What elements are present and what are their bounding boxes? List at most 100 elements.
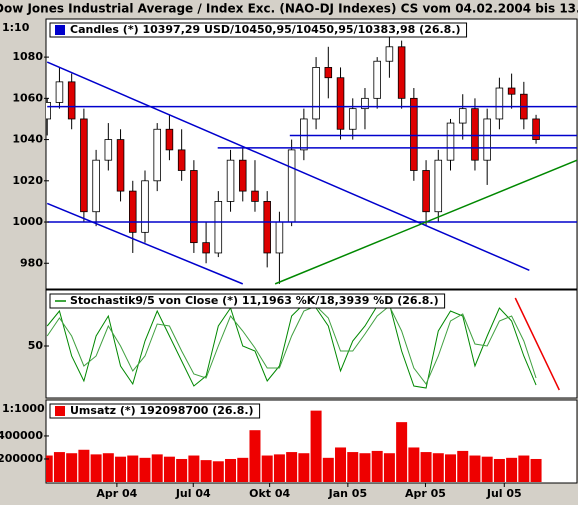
candle-body — [361, 97, 369, 110]
y-tick-label: 1000 — [12, 215, 43, 228]
scale-label: 1:1000 — [2, 402, 45, 415]
candle-body — [434, 159, 443, 213]
candle-body — [373, 60, 381, 99]
volume-bar — [200, 460, 212, 482]
y-tick-label: 1040 — [12, 133, 43, 146]
candle-body — [116, 139, 125, 192]
candle-body — [238, 159, 247, 192]
candle-body — [165, 128, 174, 151]
x-tick-label: Apr 04 — [96, 487, 137, 500]
candle-body — [348, 108, 357, 130]
candle-body — [385, 46, 394, 62]
y-tick-label: 1020 — [12, 174, 43, 187]
volume-bar — [139, 457, 151, 482]
y-tick-label: 400000 — [0, 429, 43, 442]
volume-bar — [46, 455, 53, 482]
candle-body — [495, 87, 504, 120]
scale-label: 1:10 — [2, 21, 30, 34]
legend-box — [49, 22, 468, 38]
volume-bar — [298, 453, 310, 482]
volume-bar — [383, 453, 395, 482]
candle-body — [55, 81, 64, 103]
plot-area — [46, 410, 542, 482]
volume-bar — [359, 453, 371, 482]
candle-body — [251, 190, 259, 202]
volume-bar — [322, 457, 334, 482]
volume-bar — [163, 456, 175, 482]
candle-body — [422, 170, 430, 213]
legend-box — [49, 293, 446, 309]
stochastic-line — [46, 305, 537, 385]
volume-bar — [53, 452, 65, 482]
volume-bar — [408, 447, 420, 482]
volume-bar — [78, 449, 90, 482]
candle-body — [458, 108, 467, 124]
volume-bar — [457, 450, 469, 482]
trend-line — [274, 159, 577, 285]
candle-body — [141, 180, 149, 233]
legend-swatch — [55, 25, 65, 35]
candle-body — [80, 118, 88, 213]
candle-body — [177, 149, 186, 171]
x-tick-label: Apr 05 — [405, 487, 446, 500]
volume-bar — [66, 453, 78, 482]
x-tick-label: Jan 05 — [328, 487, 367, 500]
candle-body — [300, 118, 308, 151]
y-tick-label: 1060 — [12, 91, 43, 104]
y-tick-label: 1080 — [12, 50, 43, 63]
legend-box — [49, 403, 261, 419]
volume-bar — [225, 458, 237, 482]
trend-line — [514, 297, 560, 391]
candle-body — [287, 149, 296, 223]
x-tick-label: Okt 04 — [249, 487, 290, 500]
volume-bar — [102, 453, 114, 482]
volume-bar — [445, 454, 457, 482]
chart-title: Dow Jones Industrial Average / Index Exc… — [0, 2, 578, 16]
candle-body — [190, 170, 198, 244]
volume-bar — [212, 461, 224, 482]
volume-bar — [188, 455, 200, 482]
candle-body — [275, 221, 284, 254]
plot-area — [46, 32, 577, 285]
candle-body — [129, 190, 137, 233]
volume-bar — [127, 455, 139, 482]
candle-body — [92, 159, 100, 213]
candle-body — [324, 67, 333, 79]
candle-body — [214, 201, 223, 254]
candle-body — [410, 97, 418, 171]
volume-bar — [237, 457, 249, 482]
legend-label: Candles (*) 10397,29 USD/10450,95/10450,… — [70, 23, 461, 36]
volume-bar — [493, 458, 505, 482]
volume-bar — [335, 447, 347, 482]
volume-bar — [481, 456, 493, 482]
stochastic-line — [46, 303, 537, 389]
volume-bar — [90, 454, 102, 482]
legend-label: Umsatz (*) 192098700 (26.8.) — [70, 404, 254, 417]
x-tick-label: Jul 04 — [175, 487, 211, 500]
volume-bar — [249, 430, 261, 482]
trend-line — [46, 202, 244, 285]
volume-bar — [273, 454, 285, 482]
candle-body — [532, 118, 540, 140]
candle-body — [202, 242, 210, 254]
y-tick-label: 980 — [20, 256, 43, 269]
candle-body — [507, 87, 516, 95]
volume-bar — [261, 455, 273, 482]
candle-body — [46, 102, 51, 120]
candle-body — [226, 159, 235, 202]
volume-bar — [518, 455, 530, 482]
legend-swatch — [55, 406, 65, 416]
volume-bar — [286, 452, 298, 482]
candle-body — [312, 67, 320, 120]
volume-bar — [310, 410, 322, 482]
trend-line — [46, 61, 530, 271]
volume-bar — [371, 450, 383, 482]
candle-body — [446, 122, 455, 161]
x-tick-label: Jul 05 — [486, 487, 522, 500]
y-tick-label: 50 — [28, 339, 44, 352]
candle-body — [471, 108, 479, 161]
volume-bar — [432, 453, 444, 482]
candle-body — [336, 77, 345, 130]
volume-bar — [151, 454, 163, 482]
